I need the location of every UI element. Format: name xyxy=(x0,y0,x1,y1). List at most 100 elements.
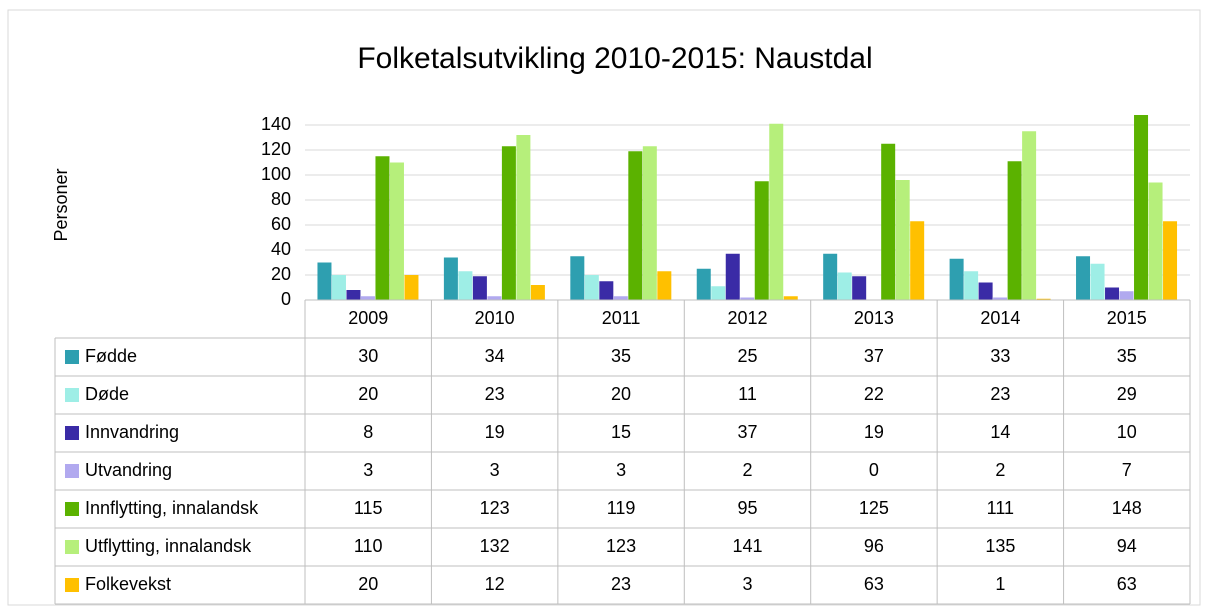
table-value: 23 xyxy=(485,384,505,404)
x-tick-label: 2009 xyxy=(348,308,388,328)
table-value: 94 xyxy=(1117,536,1137,556)
bar xyxy=(964,271,979,300)
table-value: 96 xyxy=(864,536,884,556)
table-value: 7 xyxy=(1122,460,1132,480)
bar xyxy=(837,272,852,300)
table-value: 19 xyxy=(485,422,505,442)
table-value: 20 xyxy=(358,574,378,594)
table-value: 0 xyxy=(869,460,879,480)
table-value: 20 xyxy=(358,384,378,404)
y-tick-label: 120 xyxy=(261,139,291,159)
table-value: 2 xyxy=(742,460,752,480)
bar xyxy=(1007,161,1022,300)
table-value: 115 xyxy=(354,498,383,518)
table-value: 141 xyxy=(732,536,762,556)
table-value: 14 xyxy=(990,422,1010,442)
x-tick-label: 2013 xyxy=(854,308,894,328)
table-value: 19 xyxy=(864,422,884,442)
bar xyxy=(1105,287,1120,300)
y-tick-label: 40 xyxy=(271,239,291,259)
legend-swatch xyxy=(65,578,79,592)
table-value: 3 xyxy=(742,574,752,594)
bar xyxy=(628,151,643,300)
table-value: 10 xyxy=(1117,422,1137,442)
bar xyxy=(570,256,585,300)
legend-label: Folkevekst xyxy=(85,574,171,594)
bar xyxy=(501,146,516,300)
bar xyxy=(657,271,672,300)
y-axis-label: Personer xyxy=(51,168,71,241)
table-value: 23 xyxy=(611,574,631,594)
table-value: 148 xyxy=(1112,498,1142,518)
table-value: 2 xyxy=(995,460,1005,480)
legend-swatch xyxy=(65,502,79,516)
bar xyxy=(389,162,404,300)
table-value: 111 xyxy=(987,498,1014,518)
bar xyxy=(993,297,1008,300)
bar xyxy=(360,296,375,300)
bar xyxy=(1119,291,1134,300)
bar xyxy=(1163,221,1178,300)
legend-label: Innflytting, innalandsk xyxy=(85,498,259,518)
bar xyxy=(769,123,784,300)
bar xyxy=(725,253,740,300)
bar xyxy=(1076,256,1091,300)
legend-label: Utvandring xyxy=(85,460,172,480)
table-value: 119 xyxy=(607,498,636,518)
bar xyxy=(1036,298,1051,300)
y-tick-label: 100 xyxy=(261,164,291,184)
legend-swatch xyxy=(65,350,79,364)
table-value: 20 xyxy=(611,384,631,404)
table-value: 29 xyxy=(1117,384,1137,404)
bar xyxy=(375,156,390,300)
bar xyxy=(530,285,545,300)
table-value: 123 xyxy=(606,536,636,556)
table-value: 63 xyxy=(1117,574,1137,594)
table-value: 35 xyxy=(1117,346,1137,366)
bar xyxy=(443,257,458,300)
bar xyxy=(978,282,993,300)
bar xyxy=(1134,115,1149,300)
chart-border xyxy=(7,9,1201,606)
table-value: 63 xyxy=(864,574,884,594)
bar xyxy=(696,268,711,300)
y-tick-label: 60 xyxy=(271,214,291,234)
bar xyxy=(711,286,726,300)
bar xyxy=(472,276,487,300)
x-tick-label: 2010 xyxy=(475,308,515,328)
bar xyxy=(852,276,867,300)
table-value: 22 xyxy=(864,384,884,404)
bar xyxy=(346,290,361,300)
legend-label: Innvandring xyxy=(85,422,179,442)
bar xyxy=(613,296,628,300)
legend-swatch xyxy=(65,540,79,554)
bar xyxy=(910,221,925,300)
x-tick-label: 2015 xyxy=(1107,308,1147,328)
bar xyxy=(754,181,769,300)
x-tick-label: 2011 xyxy=(602,308,641,328)
table-value: 8 xyxy=(363,422,373,442)
table-value: 125 xyxy=(859,498,889,518)
bar xyxy=(740,297,755,300)
table-value: 23 xyxy=(990,384,1010,404)
table-value: 12 xyxy=(485,574,505,594)
table-value: 37 xyxy=(737,422,757,442)
bar xyxy=(642,146,657,300)
table-value: 123 xyxy=(480,498,510,518)
bar xyxy=(317,262,332,300)
bar xyxy=(599,281,614,300)
y-tick-label: 80 xyxy=(271,189,291,209)
legend-label: Fødde xyxy=(85,346,137,366)
table-value: 110 xyxy=(354,536,383,556)
table-value: 95 xyxy=(737,498,757,518)
table-value: 25 xyxy=(737,346,757,366)
x-tick-label: 2012 xyxy=(727,308,767,328)
y-tick-label: 0 xyxy=(281,289,291,309)
bar xyxy=(331,275,346,300)
bar xyxy=(783,296,798,300)
bar xyxy=(895,180,910,300)
bar xyxy=(584,275,599,300)
bar xyxy=(516,135,531,300)
table-value: 132 xyxy=(480,536,510,556)
bar xyxy=(949,258,964,300)
